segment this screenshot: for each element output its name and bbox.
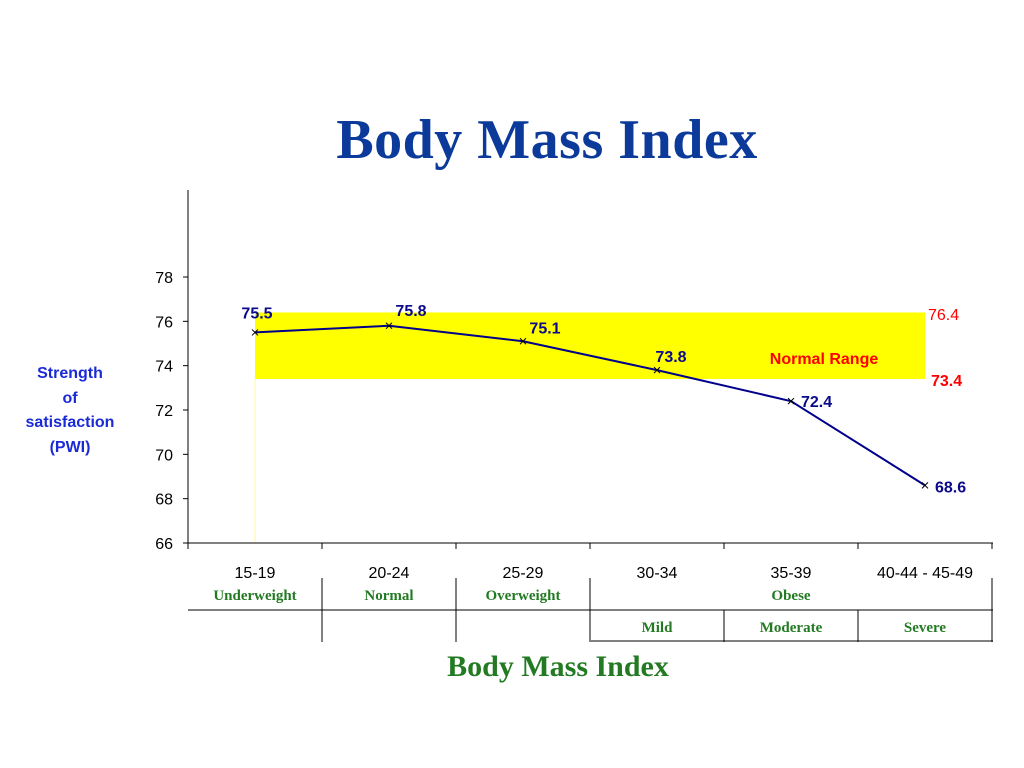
data-point [519, 337, 527, 345]
data-point [921, 482, 929, 489]
y-axis-label-line: Strength [37, 365, 103, 382]
normal-range-label: Normal Range [770, 351, 879, 368]
x-tick-label: 35-39 [771, 565, 812, 582]
x-tick-label: 25-29 [503, 565, 544, 582]
slide-title: Body Mass Index [336, 109, 758, 171]
y-axis-label-line: of [62, 389, 78, 407]
data-point [787, 397, 795, 405]
data-point-marker [921, 482, 929, 489]
normal-range-band [255, 312, 925, 379]
category-row2-label: Moderate [760, 620, 823, 636]
x-tick-label: 40-44 - 45-49 [877, 565, 973, 582]
data-label: 72.4 [801, 394, 832, 411]
data-label: 73.8 [655, 349, 686, 366]
x-axis-label: Body Mass Index [447, 650, 669, 683]
category-row1-label: Overweight [486, 588, 561, 604]
data-point-marker [251, 329, 259, 336]
category-row1-label: Obese [771, 588, 811, 604]
normal-range-high-label: 76.4 [928, 307, 959, 324]
y-tick-label: 76 [155, 314, 173, 331]
series-line [254, 324, 926, 487]
data-label: 68.6 [935, 479, 966, 496]
data-point [653, 366, 661, 374]
data-label: 75.5 [241, 305, 272, 322]
x-tick-label: 15-19 [235, 565, 276, 582]
normal-range-low-label: 73.4 [931, 373, 962, 390]
y-tick-label: 70 [155, 447, 173, 464]
data-point [251, 329, 259, 336]
y-tick-label: 68 [155, 492, 173, 509]
data-point-marker [787, 397, 795, 405]
y-axis-label: Strength of satisfaction (PWI) [8, 362, 132, 460]
category-row2-label: Severe [904, 620, 947, 636]
x-tick-label: 30-34 [637, 565, 678, 582]
data-point-marker [519, 337, 527, 345]
category-row2-label: Mild [642, 620, 673, 636]
y-axis-label-line: (PWI) [49, 438, 91, 456]
y-axis-label-line: satisfaction [25, 414, 115, 431]
data-label: 75.1 [529, 320, 560, 337]
data-point-marker [653, 366, 661, 374]
y-tick-label: 78 [155, 270, 173, 287]
data-label: 75.8 [395, 303, 426, 320]
x-tick-label: 20-24 [369, 565, 410, 582]
y-tick-label: 74 [155, 359, 173, 376]
y-tick-label: 66 [155, 536, 173, 553]
data-point [385, 322, 393, 330]
category-row1-label: Normal [364, 588, 413, 604]
y-tick-label: 72 [155, 403, 173, 420]
category-row1-label: Underweight [213, 588, 296, 604]
data-point-marker [385, 322, 393, 330]
